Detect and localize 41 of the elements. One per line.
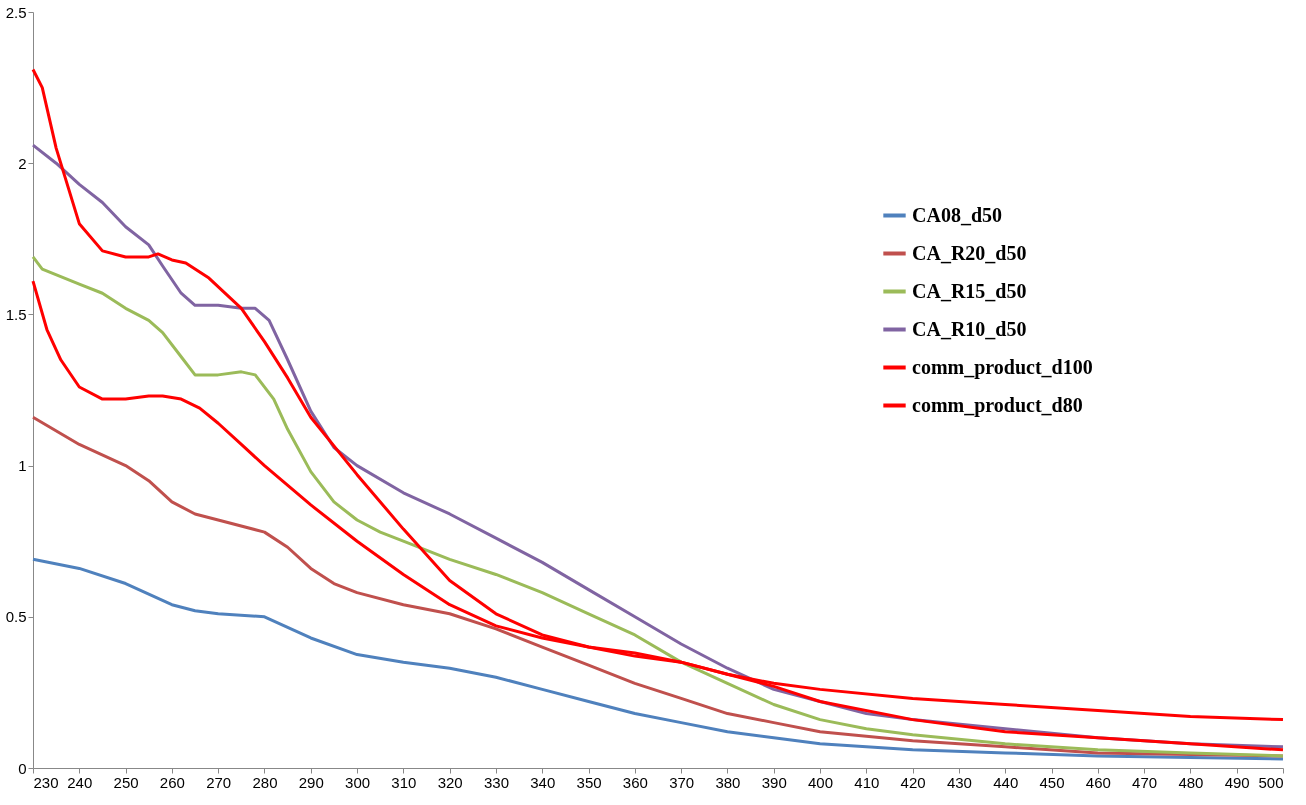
- x-tick-label: 470: [1132, 773, 1158, 791]
- x-tick-label: 430: [946, 773, 972, 791]
- legend-label: comm_product_d80: [912, 393, 1083, 417]
- x-tick-label: 480: [1178, 773, 1204, 791]
- legend-label: comm_product_d100: [912, 355, 1093, 379]
- x-tick-label: 400: [808, 773, 834, 791]
- x-tick-label: 420: [900, 773, 926, 791]
- y-tick-label: 2: [18, 154, 27, 172]
- x-tick-label: 310: [391, 773, 417, 791]
- legend-label: CA_R20_d50: [912, 241, 1027, 264]
- x-tick-label: 230: [33, 773, 59, 791]
- x-tick-label: 240: [67, 773, 93, 791]
- x-tick-label: 390: [761, 773, 787, 791]
- x-tick-label: 280: [252, 773, 278, 791]
- x-tick-label: 290: [298, 773, 324, 791]
- x-tick-label: 330: [483, 773, 509, 791]
- legend-label: CA_R15_d50: [912, 279, 1027, 302]
- x-tick-label: 490: [1224, 773, 1250, 791]
- y-tick-label: 0: [18, 759, 27, 777]
- x-tick-label: 370: [669, 773, 695, 791]
- line-series: [31, 557, 1285, 761]
- legend-label: CA08_d50: [912, 203, 1003, 226]
- x-tick-label: 340: [530, 773, 556, 791]
- legend-label: CA_R10_d50: [912, 317, 1027, 340]
- x-tick-label: 450: [1039, 773, 1065, 791]
- x-tick-label: 440: [993, 773, 1019, 791]
- x-tick-label: 350: [576, 773, 602, 791]
- x-tick-label: 460: [1085, 773, 1111, 791]
- x-tick-label: 300: [345, 773, 371, 791]
- x-tick-label: 250: [113, 773, 139, 791]
- y-tick-label: 1.5: [5, 305, 27, 323]
- x-tick-label: 380: [715, 773, 741, 791]
- y-tick-label: 0.5: [5, 608, 27, 626]
- x-tick-label: 410: [854, 773, 880, 791]
- x-tick-label: 320: [437, 773, 463, 791]
- x-tick-label: 270: [206, 773, 232, 791]
- x-tick-label: 360: [622, 773, 648, 791]
- x-tick-label: 500: [1258, 773, 1284, 791]
- y-tick-label: 2.5: [5, 3, 27, 21]
- x-tick-label: 260: [159, 773, 185, 791]
- y-tick-label: 1: [18, 457, 27, 475]
